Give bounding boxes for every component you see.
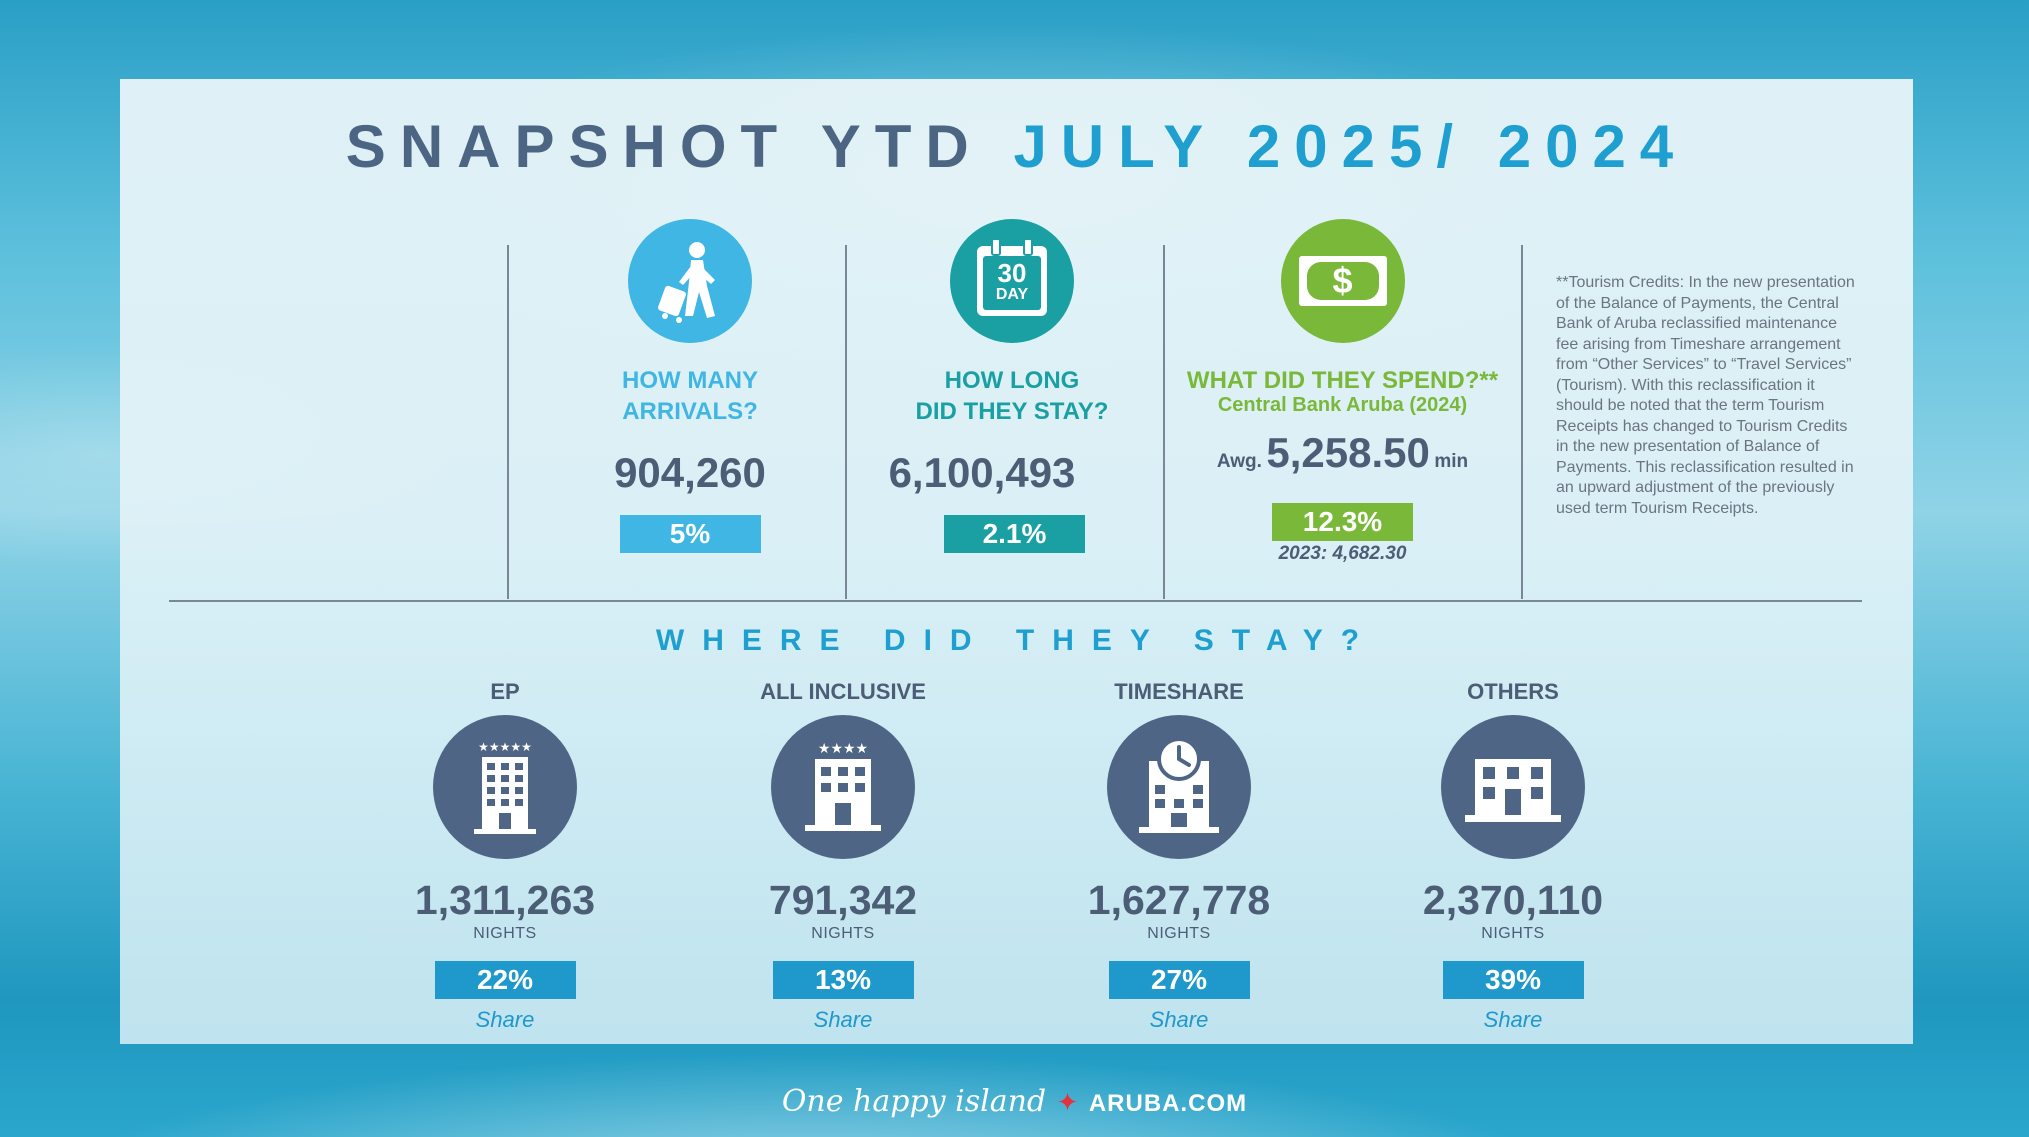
spend-value-row: Awg. 5,258.50 min — [1170, 429, 1515, 477]
section-divider — [169, 600, 1862, 602]
title-main: SNAPSHOT YTD — [345, 113, 983, 180]
share-label: Share — [813, 1007, 873, 1032]
star-icon: ✦ — [1056, 1087, 1079, 1117]
stay-stat: 30 DAY HOW LONG DID THEY STAY? 6,100,493… — [887, 219, 1137, 553]
stay-change-badge: 2.1% — [944, 515, 1085, 553]
arrivals-value: 904,260 — [614, 449, 766, 496]
spend-prior-year: 2023: 4,682.30 — [1278, 543, 1407, 564]
accommodation-name: TIMESHARE — [1114, 679, 1244, 704]
divider-4 — [1521, 245, 1523, 599]
footer-brand: One happy island ✦ ARUBA.COM — [0, 1084, 2029, 1119]
svg-text:★★★★: ★★★★ — [818, 741, 868, 757]
spend-prefix: Awg. — [1216, 451, 1262, 472]
snapshot-panel: SNAPSHOT YTD JULY 2025/ 2024 HOW MANY AR… — [120, 79, 1913, 1044]
accommodation-others: OTHERS 2,370,110 NIGHTS 39% Share — [1383, 679, 1643, 1033]
building-icon — [1441, 715, 1585, 859]
nights-label: NIGHTS — [1481, 925, 1545, 942]
stay-question-line1: HOW LONG — [944, 367, 1080, 394]
page-title: SNAPSHOT YTD JULY 2025/ 2024 — [120, 112, 1913, 181]
divider-3 — [1163, 245, 1165, 599]
tourism-credits-note: **Tourism Credits: In the new presentati… — [1556, 274, 1855, 517]
share-badge: 13% — [772, 961, 914, 999]
share-badge: 27% — [1108, 961, 1250, 999]
spend-question: WHAT DID THEY SPEND?** — [1186, 367, 1499, 394]
accommodation-nights: 791,342 — [768, 877, 918, 923]
arrivals-question-line1: HOW MANY — [622, 367, 758, 394]
where-title: WHERE DID THEY STAY? — [655, 624, 1378, 657]
dollar-bill-icon: $ — [1280, 219, 1405, 343]
divider-2 — [845, 245, 847, 599]
calendar-number: 30 — [997, 258, 1027, 288]
stay-value: 6,100,493 — [888, 449, 1076, 496]
arrivals-stat: HOW MANY ARRIVALS? 904,260 5% — [565, 219, 815, 553]
nights-label: NIGHTS — [1147, 925, 1211, 942]
hotel-4-star-icon: ★★★★ — [771, 715, 915, 859]
share-badge: 22% — [434, 961, 576, 999]
traveler-luggage-icon — [628, 219, 752, 343]
accommodation-nights: 1,311,263 — [414, 877, 596, 923]
divider-1 — [507, 245, 509, 599]
calendar-label: DAY — [995, 286, 1029, 303]
nights-label: NIGHTS — [473, 925, 537, 942]
svg-text:★★★★★: ★★★★★ — [478, 740, 532, 754]
spend-source: Central Bank Aruba (2024) — [1217, 394, 1468, 416]
arrivals-change-badge: 5% — [619, 515, 761, 553]
accommodation-timeshare: TIMESHARE 1,627,778 NIGHTS 27% Share — [1049, 679, 1309, 1033]
calendar-icon: 30 DAY — [950, 219, 1074, 343]
spend-value: 5,258.50 — [1266, 429, 1430, 476]
footer-site-link[interactable]: ARUBA.COM — [1088, 1090, 1248, 1117]
stay-question-line2: DID THEY STAY? — [915, 398, 1109, 425]
accommodation-nights: 1,627,778 — [1087, 877, 1271, 923]
spend-change-badge: 12.3% — [1272, 503, 1413, 541]
accommodation-name: ALL INCLUSIVE — [760, 679, 926, 704]
share-label: Share — [475, 1007, 535, 1032]
share-label: Share — [1483, 1007, 1543, 1032]
spend-stat: $ WHAT DID THEY SPEND?** Central Bank Ar… — [1170, 219, 1515, 565]
arrivals-question-line2: ARRIVALS? — [622, 398, 758, 425]
spend-suffix: min — [1434, 451, 1469, 472]
footer-tagline: One happy island — [781, 1084, 1047, 1119]
share-badge: 39% — [1442, 961, 1584, 999]
accommodation-name: OTHERS — [1467, 679, 1559, 704]
hotel-5-star-icon: ★★★★★ — [433, 715, 577, 859]
share-label: Share — [1149, 1007, 1209, 1032]
accommodation-name: EP — [490, 679, 520, 704]
accommodation-ep: EP ★★★★★ 1,311,263 NIGHTS 22% Share — [375, 679, 635, 1033]
nights-label: NIGHTS — [811, 925, 875, 942]
timeshare-clock-building-icon — [1107, 715, 1251, 859]
accommodation-all-inclusive: ALL INCLUSIVE ★★★★ 791,342 NIGHTS 13% Sh… — [713, 679, 973, 1033]
accommodation-nights: 2,370,110 — [1422, 877, 1604, 923]
title-highlight: JULY 2025/ 2024 — [1013, 113, 1688, 180]
